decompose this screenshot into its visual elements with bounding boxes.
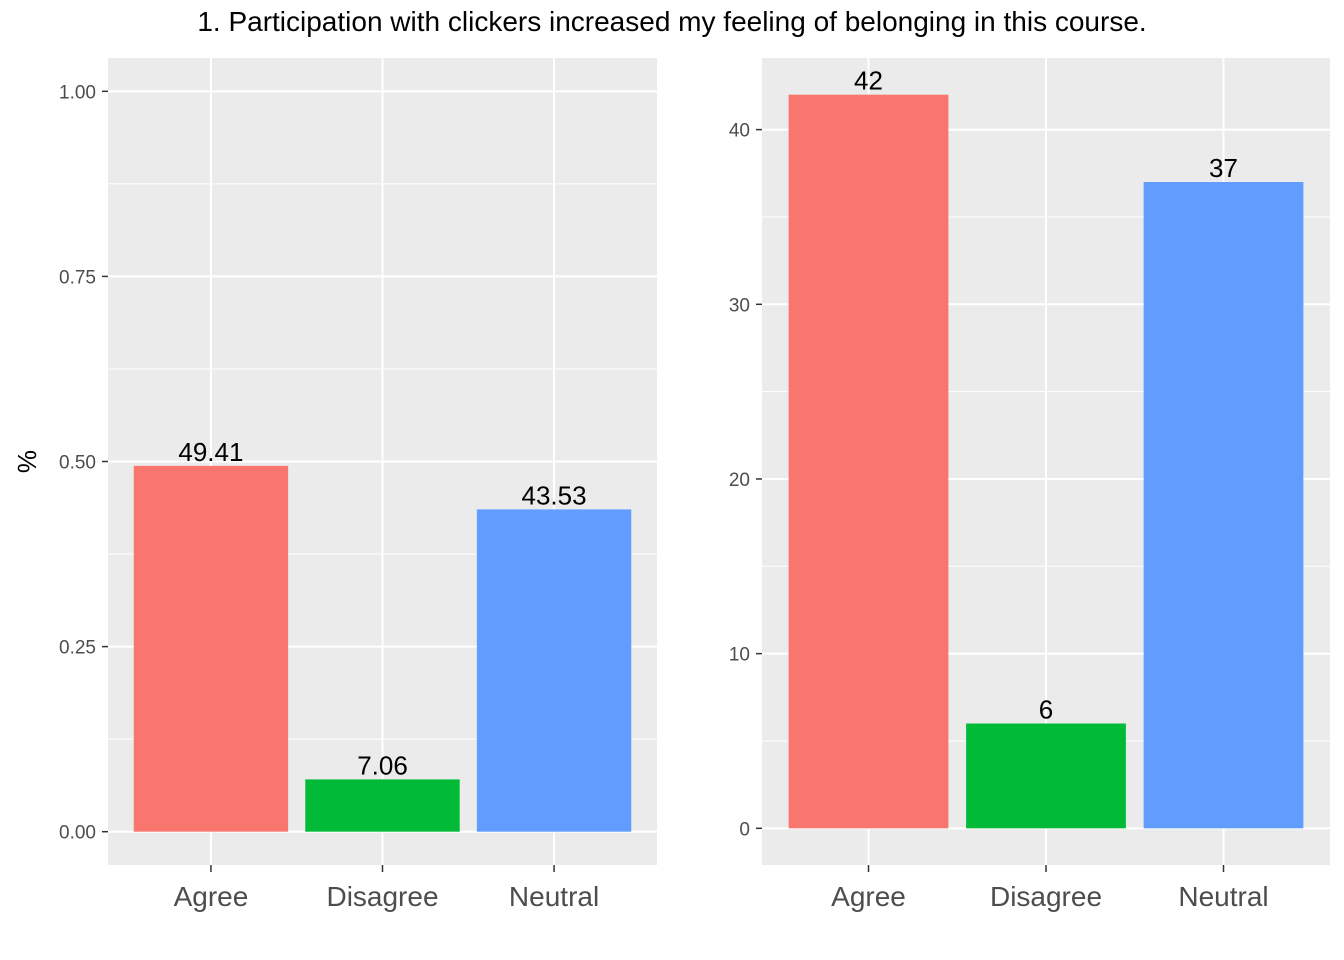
- bar-value-label: 37: [1209, 153, 1238, 183]
- y-tick-label: 0.00: [59, 823, 96, 844]
- x-tick-label: Neutral: [509, 881, 599, 912]
- bar-value-label: 49.41: [178, 437, 243, 467]
- x-tick-label: Disagree: [990, 881, 1102, 912]
- bar-neutral: [1144, 182, 1304, 828]
- x-tick-label: Agree: [174, 881, 249, 912]
- y-tick-label: 0.75: [59, 267, 96, 288]
- bar-neutral: [477, 509, 631, 831]
- y-tick-label: 1.00: [59, 82, 96, 103]
- y-axis-title: %: [12, 450, 42, 473]
- x-tick-label: Neutral: [1178, 881, 1268, 912]
- chart-panel-2: 42 6 37 0 10 20 30 40 Agree Disagree Neutral: [729, 58, 1330, 912]
- y-tick-label: 0.50: [59, 453, 96, 474]
- y-tick-label: 20: [729, 470, 750, 491]
- bar-value-label: 7.06: [357, 750, 408, 780]
- bar-value-label: 6: [1039, 695, 1053, 725]
- chart-panel-1: 49.41 7.06 43.53 0.00 0.25 0.50 0.75 1.00 Agree D…: [12, 58, 657, 912]
- x-tick-label: Agree: [831, 881, 906, 912]
- y-tick-label: 40: [729, 121, 750, 142]
- bar-agree: [789, 95, 949, 829]
- bar-disagree: [305, 779, 459, 831]
- y-tick-label: 30: [729, 295, 750, 316]
- y-tick-label: 0.25: [59, 638, 96, 659]
- bar-agree: [134, 466, 288, 832]
- y-tick-label: 10: [729, 645, 750, 666]
- bar-value-label: 43.53: [522, 480, 587, 510]
- y-tick-label: 0: [739, 819, 750, 840]
- bar-value-label: 42: [854, 66, 883, 96]
- x-tick-label: Disagree: [326, 881, 438, 912]
- bar-disagree: [966, 724, 1126, 829]
